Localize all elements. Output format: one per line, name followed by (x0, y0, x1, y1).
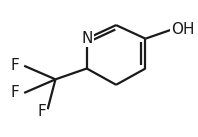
Text: F: F (10, 85, 19, 100)
Text: OH: OH (171, 22, 194, 37)
Text: F: F (10, 58, 19, 73)
Text: F: F (37, 104, 46, 119)
Text: N: N (81, 31, 92, 46)
